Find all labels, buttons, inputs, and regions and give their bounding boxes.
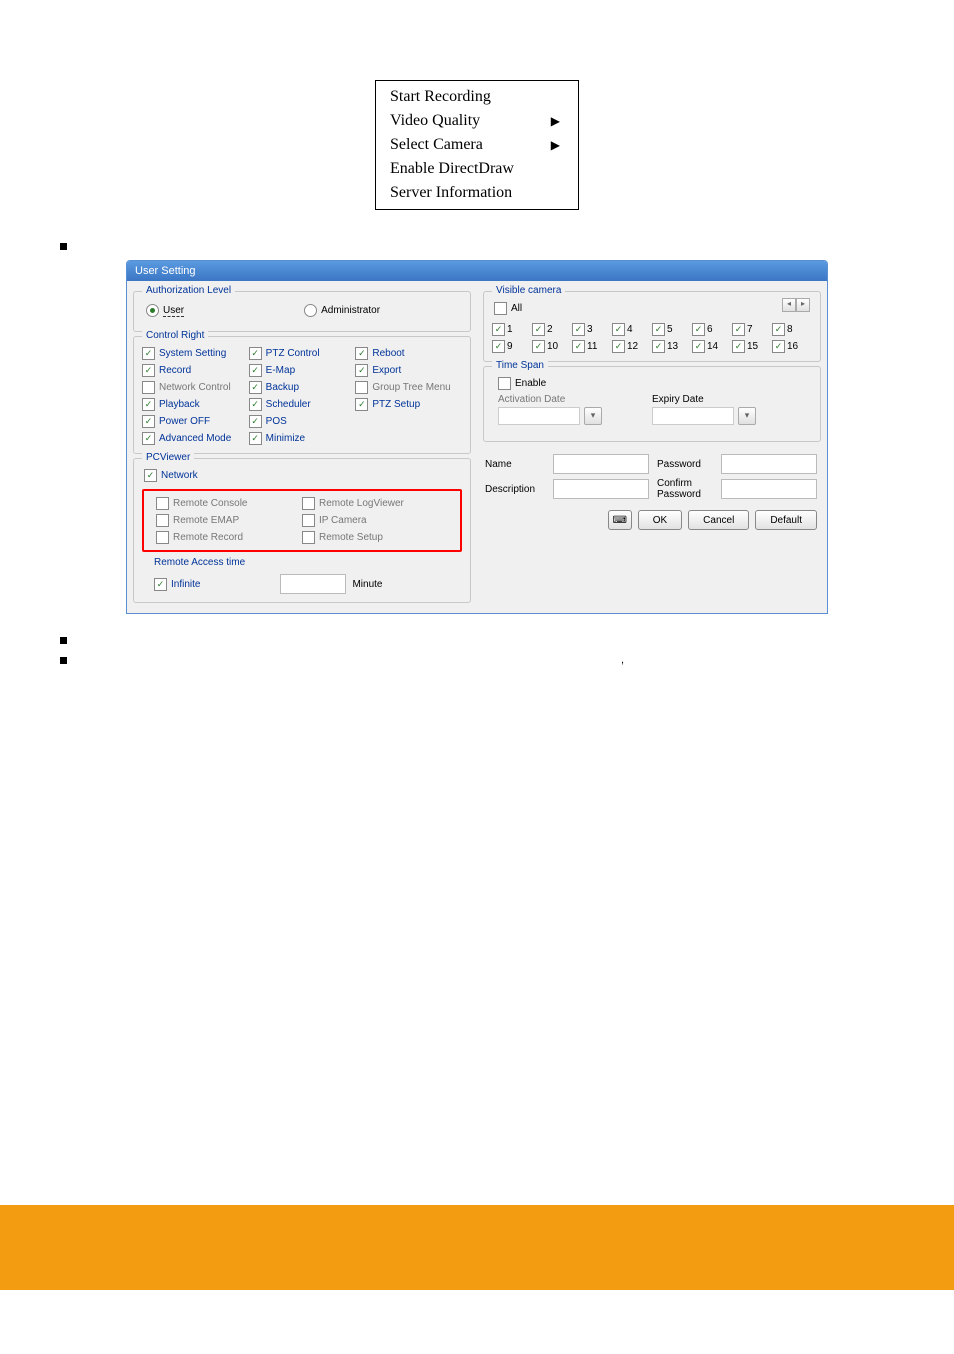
radio-administrator[interactable]: Administrator — [304, 304, 380, 317]
activation-date-label: Activation Date — [498, 394, 652, 405]
password-label: Password — [657, 459, 713, 470]
minute-label: Minute — [352, 579, 382, 590]
submenu-arrow-icon: ▶ — [551, 138, 560, 153]
dialog-title: User Setting — [127, 261, 827, 281]
check-camera-15[interactable]: 15 — [732, 340, 772, 353]
check-pos[interactable]: POS — [249, 415, 356, 428]
check-camera-11[interactable]: 11 — [572, 340, 612, 353]
check-remote-logviewer[interactable]: Remote LogViewer — [302, 497, 448, 510]
submenu-arrow-icon: ▶ — [551, 114, 560, 129]
menu-video-quality[interactable]: Video Quality▶ — [376, 109, 578, 133]
check-camera-13[interactable]: 13 — [652, 340, 692, 353]
menu-start-recording[interactable]: Start Recording — [376, 85, 578, 109]
check-record[interactable]: Record — [142, 364, 249, 377]
scroll-right-icon[interactable]: ▸ — [796, 298, 810, 312]
name-label: Name — [485, 459, 545, 470]
check-playback[interactable]: Playback — [142, 398, 249, 411]
check-camera-6[interactable]: 6 — [692, 323, 732, 336]
check-all-cameras[interactable]: All — [492, 298, 812, 319]
check-camera-5[interactable]: 5 — [652, 323, 692, 336]
bullet-item — [60, 240, 894, 250]
remote-access-time-label: Remote Access time — [142, 555, 462, 570]
check-backup[interactable]: Backup — [249, 381, 356, 394]
check-camera-12[interactable]: 12 — [612, 340, 652, 353]
check-network-control[interactable]: Network Control — [142, 381, 249, 394]
comma-text: , — [621, 654, 624, 666]
pcviewer-group: PCViewer Network Remote ConsoleRemote EM… — [133, 458, 471, 603]
check-system-setting[interactable]: System Setting — [142, 347, 249, 360]
page-footer — [0, 1205, 954, 1290]
check-camera-9[interactable]: 9 — [492, 340, 532, 353]
check-network[interactable]: Network — [142, 465, 462, 486]
check-ip-camera[interactable]: IP Camera — [302, 514, 448, 527]
confirm-password-label: Confirm Password — [657, 478, 713, 500]
check-reboot[interactable]: Reboot — [355, 347, 462, 360]
visible-camera-group: Visible camera ◂ ▸ All 12345678910111213… — [483, 291, 821, 362]
check-camera-4[interactable]: 4 — [612, 323, 652, 336]
radio-user[interactable]: User — [146, 304, 184, 317]
default-button[interactable]: Default — [755, 510, 817, 530]
context-menu: Start Recording Video Quality▶ Select Ca… — [375, 80, 579, 210]
cancel-button[interactable]: Cancel — [688, 510, 749, 530]
description-input[interactable] — [553, 479, 649, 499]
bullet-item: , — [60, 654, 894, 664]
name-input[interactable] — [553, 454, 649, 474]
check-advanced-mode[interactable]: Advanced Mode — [142, 432, 249, 445]
check-minimize[interactable]: Minimize — [249, 432, 356, 445]
check-ptz-control[interactable]: PTZ Control — [249, 347, 356, 360]
check-remote-record[interactable]: Remote Record — [156, 531, 302, 544]
check-camera-16[interactable]: 16 — [772, 340, 812, 353]
menu-server-information[interactable]: Server Information — [376, 181, 578, 205]
check-camera-14[interactable]: 14 — [692, 340, 732, 353]
check-group-tree-menu[interactable]: Group Tree Menu — [355, 381, 462, 394]
check-remote-emap[interactable]: Remote EMAP — [156, 514, 302, 527]
menu-select-camera[interactable]: Select Camera▶ — [376, 133, 578, 157]
check-remote-setup[interactable]: Remote Setup — [302, 531, 448, 544]
expiry-date-input[interactable] — [652, 407, 734, 425]
check-export[interactable]: Export — [355, 364, 462, 377]
bullet-item — [60, 634, 894, 644]
check-camera-10[interactable]: 10 — [532, 340, 572, 353]
check-remote-console[interactable]: Remote Console — [156, 497, 302, 510]
minute-input[interactable] — [280, 574, 346, 594]
check-infinite[interactable]: Infinite — [154, 578, 200, 591]
check-camera-8[interactable]: 8 — [772, 323, 812, 336]
check-camera-7[interactable]: 7 — [732, 323, 772, 336]
scroll-left-icon[interactable]: ◂ — [782, 298, 796, 312]
check-power-off[interactable]: Power OFF — [142, 415, 249, 428]
description-label: Description — [485, 484, 545, 495]
keyboard-icon[interactable]: ⌨ — [608, 510, 632, 530]
activation-date-input[interactable] — [498, 407, 580, 425]
expiry-date-label: Expiry Date — [652, 394, 806, 405]
check-scheduler[interactable]: Scheduler — [249, 398, 356, 411]
highlight-box: Remote Console Remote EMAP Remote Record R… — [142, 489, 462, 552]
timespan-group: Time Span Enable Activation Date ▾ — [483, 366, 821, 442]
check-camera-3[interactable]: 3 — [572, 323, 612, 336]
check-e-map[interactable]: E-Map — [249, 364, 356, 377]
menu-enable-directdraw[interactable]: Enable DirectDraw — [376, 157, 578, 181]
password-input[interactable] — [721, 454, 817, 474]
check-enable-timespan[interactable]: Enable — [498, 377, 806, 390]
calendar-icon[interactable]: ▾ — [738, 407, 756, 425]
confirm-password-input[interactable] — [721, 479, 817, 499]
control-right-group: Control Right System SettingRecordNetwor… — [133, 336, 471, 454]
authorization-level-group: Authorization Level User Administrator — [133, 291, 471, 332]
check-ptz-setup[interactable]: PTZ Setup — [355, 398, 462, 411]
check-camera-1[interactable]: 1 — [492, 323, 532, 336]
calendar-icon[interactable]: ▾ — [584, 407, 602, 425]
check-camera-2[interactable]: 2 — [532, 323, 572, 336]
ok-button[interactable]: OK — [638, 510, 682, 530]
user-setting-dialog: User Setting Authorization Level User Ad… — [126, 260, 828, 614]
